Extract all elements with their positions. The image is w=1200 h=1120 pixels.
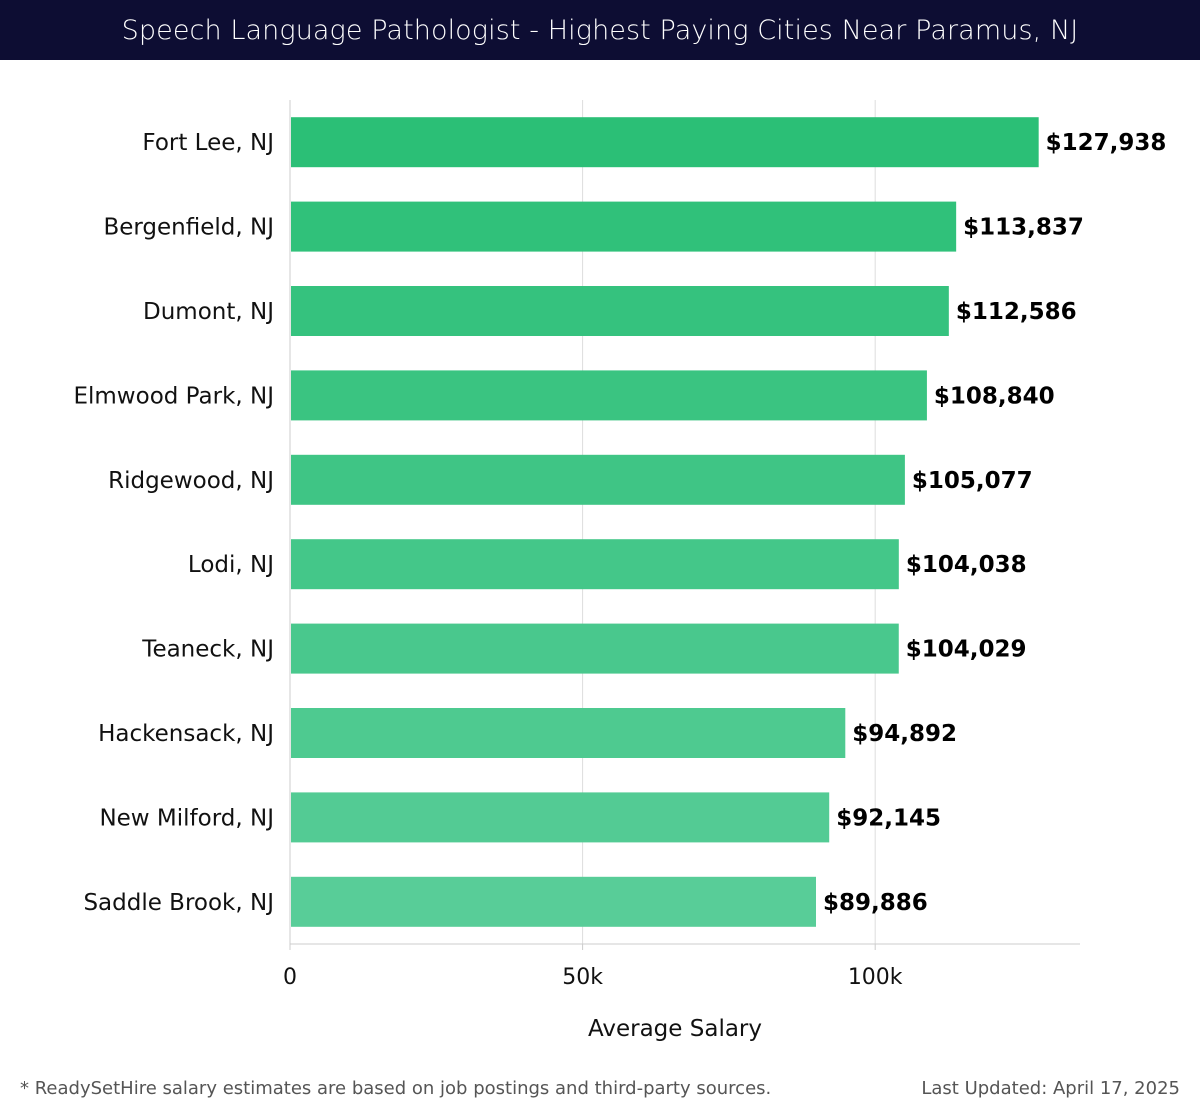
value-label: $94,892	[852, 721, 957, 747]
x-tick-label: 0	[283, 965, 297, 990]
bar	[291, 117, 1039, 168]
category-label: Teaneck, NJ	[141, 637, 274, 663]
category-label: Ridgewood, NJ	[108, 468, 274, 494]
value-label: $108,840	[934, 383, 1055, 409]
bar	[291, 876, 816, 927]
bar	[291, 792, 830, 843]
bar	[291, 708, 846, 758]
value-label: $127,938	[1046, 130, 1167, 156]
bar	[291, 539, 899, 590]
category-label: Hackensack, NJ	[98, 721, 274, 747]
x-tick-label: 100k	[848, 965, 903, 990]
category-label: Elmwood Park, NJ	[73, 383, 274, 409]
x-tick-label: 50k	[562, 965, 603, 990]
category-label: Bergenfield, NJ	[103, 215, 274, 241]
footer-updated: Last Updated: April 17, 2025	[921, 1078, 1180, 1099]
page-title: Speech Language Pathologist - Highest Pa…	[121, 14, 1079, 46]
category-label: Saddle Brook, NJ	[83, 890, 274, 916]
bar	[291, 201, 957, 252]
value-label: $89,886	[823, 890, 928, 916]
category-label: Lodi, NJ	[188, 552, 274, 578]
bar	[291, 454, 905, 505]
title-bar: Speech Language Pathologist - Highest Pa…	[0, 0, 1200, 60]
bar-chart: Fort Lee, NJ $127,938 Bergenfield, NJ $113,…	[73, 100, 1166, 1042]
bar	[291, 286, 949, 336]
category-label: Fort Lee, NJ	[142, 130, 274, 156]
value-label: $113,837	[963, 215, 1084, 241]
value-label: $92,145	[836, 805, 941, 831]
value-label: $112,586	[956, 299, 1077, 325]
value-label: $105,077	[912, 468, 1033, 494]
value-label: $104,029	[906, 637, 1027, 663]
value-label: $104,038	[906, 552, 1027, 578]
bar	[291, 370, 927, 421]
axis-layer: 0 50k 100k Average Salary	[283, 100, 1080, 1042]
footer-note: * ReadySetHire salary estimates are base…	[20, 1078, 772, 1099]
category-label: Dumont, NJ	[143, 299, 274, 325]
labels-layer: Fort Lee, NJ $127,938 Bergenfield, NJ $113,…	[73, 130, 1166, 916]
x-axis-title: Average Salary	[588, 1016, 762, 1042]
footer: * ReadySetHire salary estimates are base…	[20, 1078, 1180, 1099]
category-label: New Milford, NJ	[99, 805, 274, 831]
bars-layer	[291, 117, 1039, 927]
bar	[291, 623, 899, 674]
